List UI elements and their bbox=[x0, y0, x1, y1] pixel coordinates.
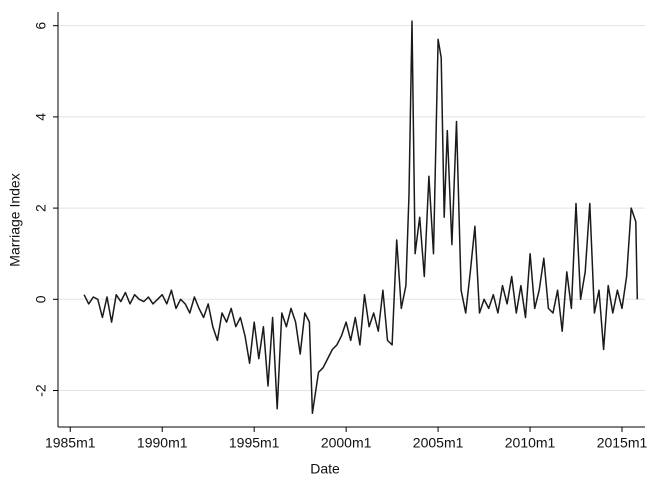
y-tick-label: 0 bbox=[33, 295, 49, 303]
x-tick-label: 1995m1 bbox=[229, 435, 280, 451]
y-tick-label: 2 bbox=[33, 204, 49, 212]
x-tick-label: 1985m1 bbox=[45, 435, 96, 451]
x-tick-label: 2000m1 bbox=[321, 435, 372, 451]
data-line bbox=[83, 20, 639, 415]
x-tick-label: 2005m1 bbox=[413, 435, 464, 451]
x-tick-label: 2010m1 bbox=[505, 435, 556, 451]
y-tick-label: 4 bbox=[33, 113, 49, 121]
y-axis-label: Marriage Index bbox=[7, 173, 23, 266]
y-tick-label: -2 bbox=[33, 384, 49, 397]
x-axis-label: Date bbox=[310, 461, 340, 477]
x-tick-label: 1990m1 bbox=[137, 435, 188, 451]
y-tick-label: 6 bbox=[33, 22, 49, 30]
x-tick-label: 2015m1 bbox=[597, 435, 648, 451]
